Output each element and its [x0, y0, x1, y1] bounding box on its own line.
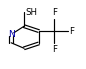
Text: F: F: [52, 45, 57, 54]
Text: N: N: [8, 30, 15, 39]
Text: SH: SH: [26, 8, 38, 17]
Text: F: F: [52, 8, 57, 17]
Text: F: F: [69, 27, 74, 36]
